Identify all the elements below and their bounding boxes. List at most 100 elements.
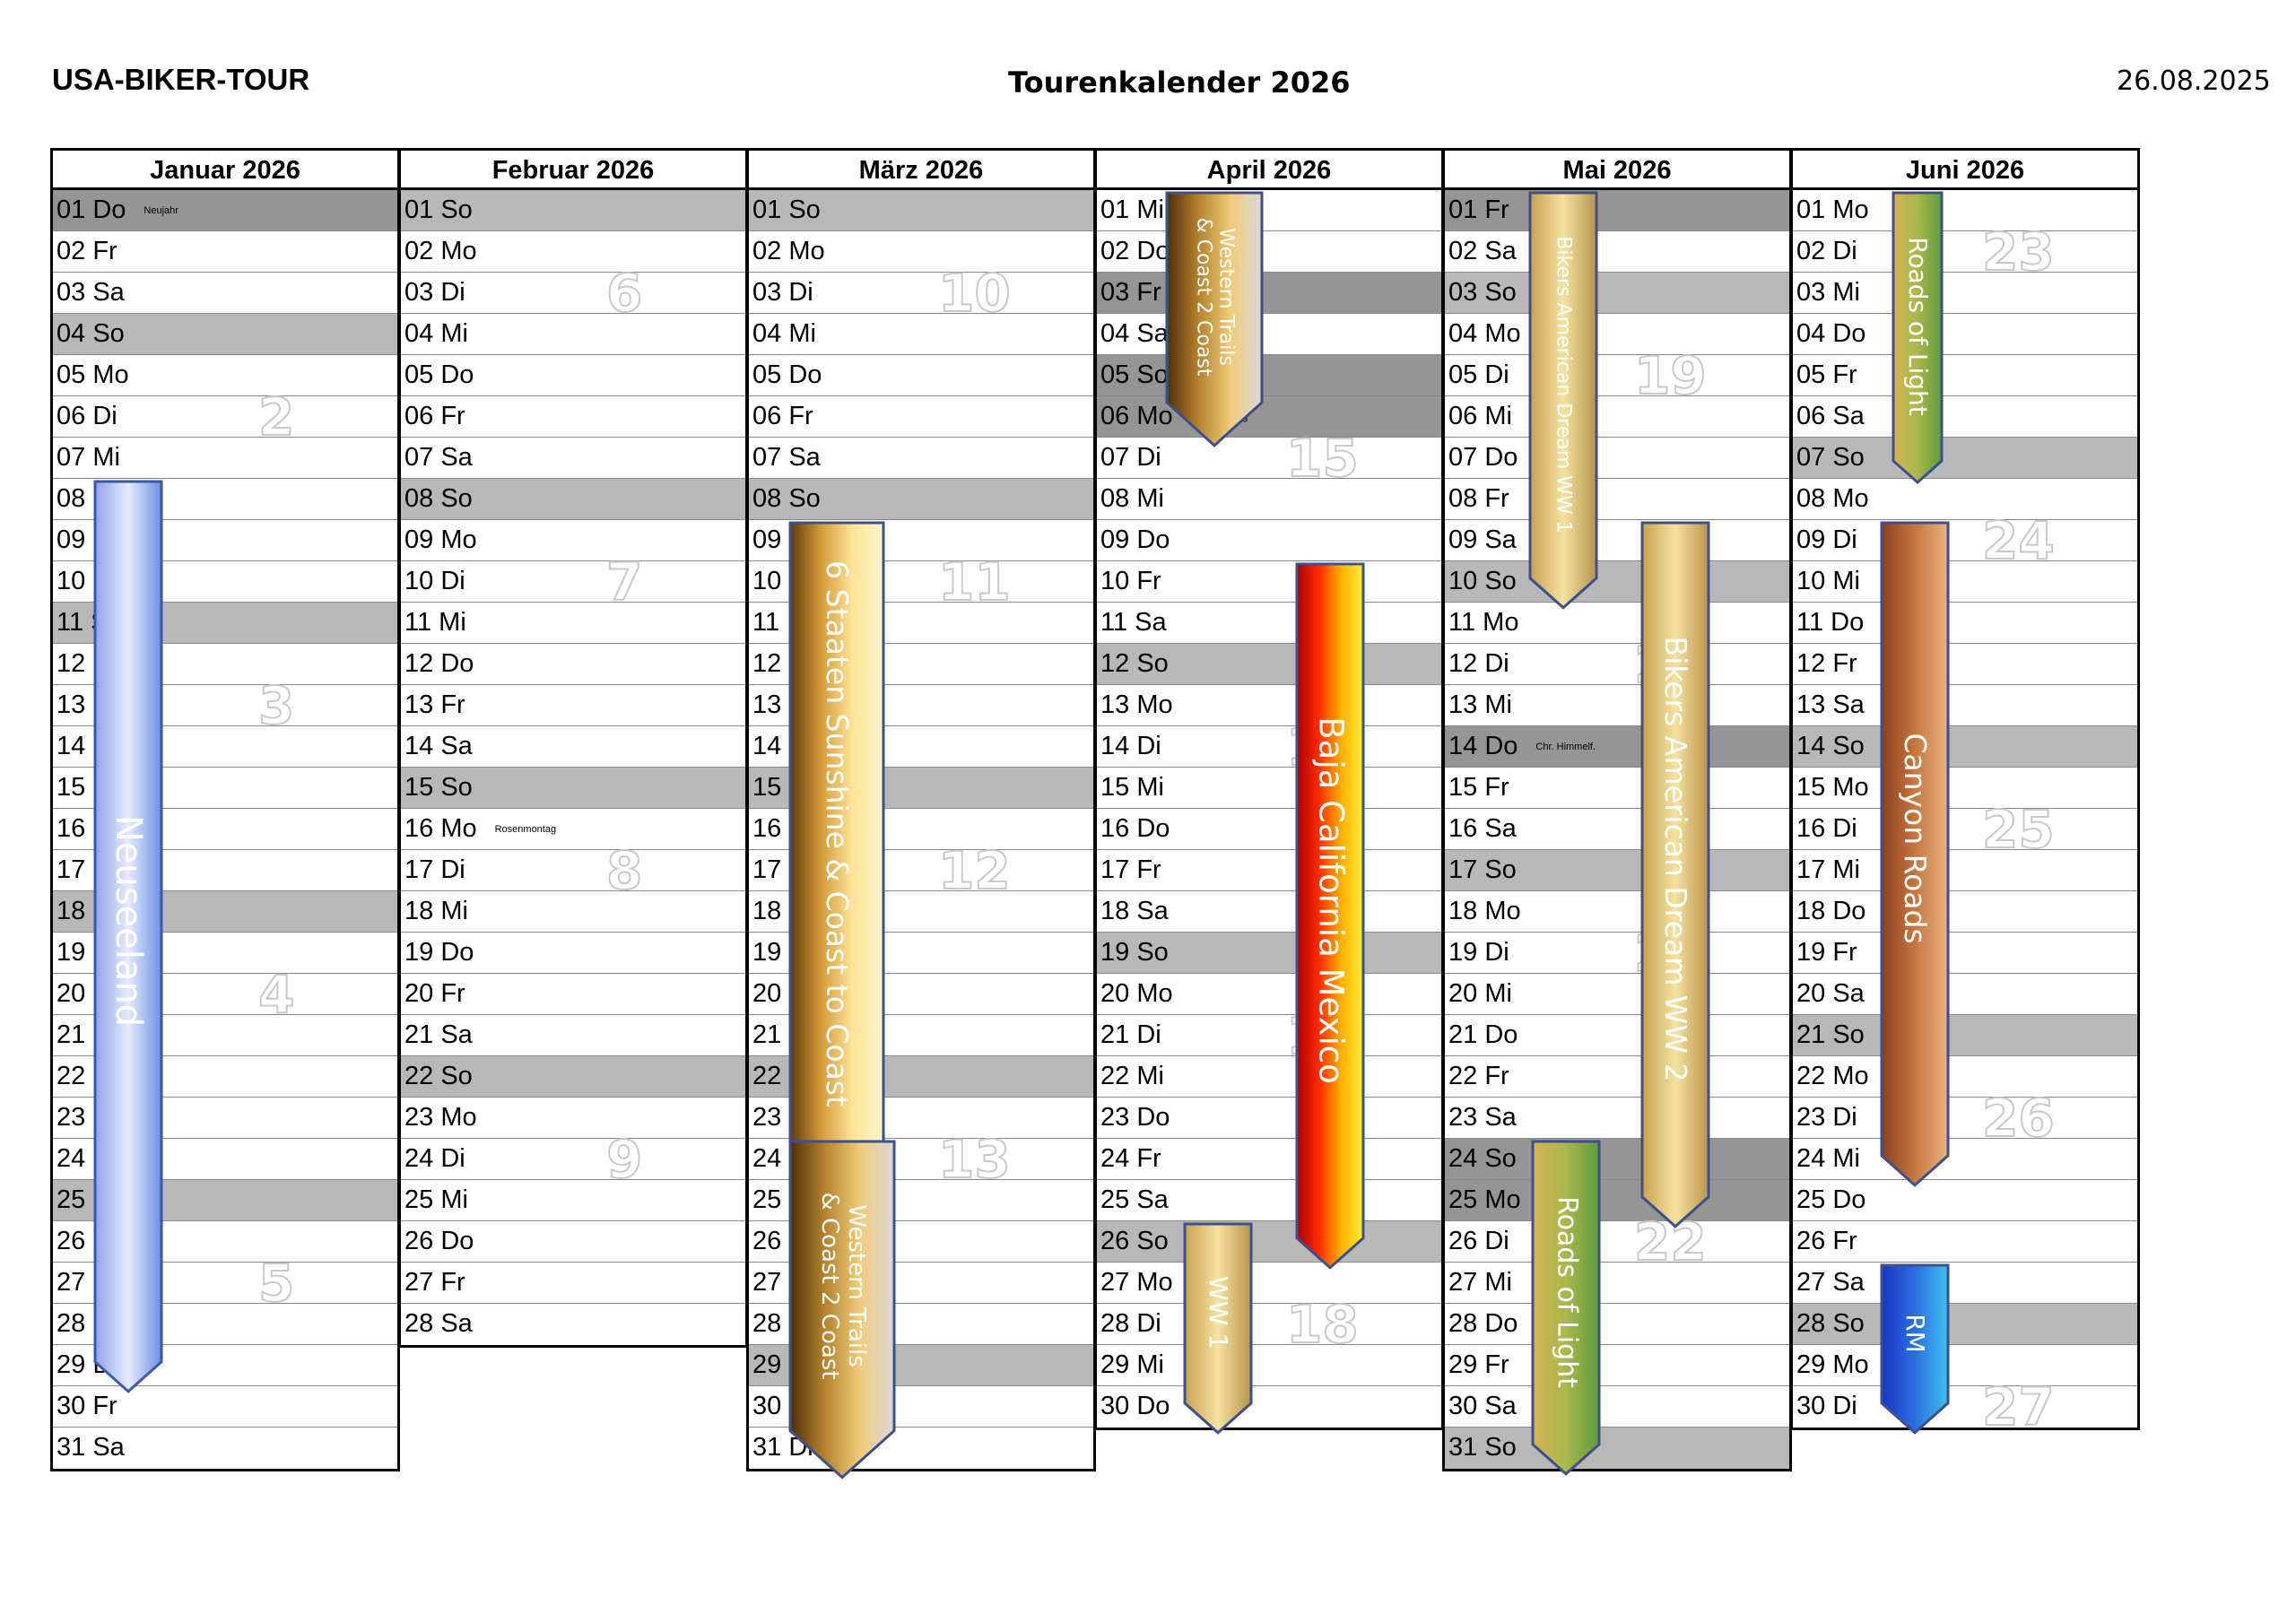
- tour-arrow[interactable]: RM: [1880, 1263, 1950, 1435]
- day-label: 05 Do: [404, 360, 474, 389]
- day-label: 12 Do: [404, 649, 474, 678]
- tour-arrow-body: [1880, 521, 1950, 1187]
- tour-arrow[interactable]: 6 Staaten Sunshine & Coast to Coast: [788, 521, 885, 1190]
- tour-arrow-shape: [788, 1140, 896, 1480]
- day-row: 30 Sa: [1445, 1386, 1789, 1428]
- day-row: 15 Fr: [1445, 768, 1789, 809]
- day-row: 07 Di: [1097, 438, 1441, 479]
- day-label: 12 Fr: [1796, 649, 1857, 678]
- day-row: 09 Sa: [1445, 520, 1789, 561]
- day-row: 10 Mi: [1793, 561, 2137, 603]
- tour-arrow[interactable]: Bikers American Dream WW 1: [1528, 191, 1598, 610]
- day-label: 07 Di: [1100, 443, 1161, 472]
- day-row: 02 Mo: [401, 231, 745, 273]
- day-row: 24 Di: [401, 1139, 745, 1180]
- page-title: Tourenkalender 2026: [1008, 65, 1351, 100]
- day-row: 27 Sa: [1793, 1263, 2137, 1304]
- day-row: 31 Sa: [53, 1428, 397, 1469]
- day-row: 16 Di: [1793, 809, 2137, 850]
- company-name: USA-BIKER-TOUR: [52, 63, 310, 96]
- day-label: 12 So: [1100, 649, 1169, 678]
- day-label: 10 Mi: [1796, 567, 1860, 595]
- day-row: 19 Di: [1445, 933, 1789, 974]
- day-label: 17 So: [1448, 855, 1517, 884]
- day-label: 30 Do: [1100, 1392, 1170, 1420]
- week-number: 6: [605, 263, 643, 324]
- day-row: 03 Mi: [1793, 273, 2137, 314]
- tour-arrow[interactable]: Western Trails & Coast 2 Coast: [1165, 191, 1264, 447]
- day-row: 25 Mi: [401, 1180, 745, 1221]
- tour-arrow[interactable]: Bikers American Dream WW 2: [1640, 521, 1710, 1228]
- day-label: 11 Mi: [404, 608, 466, 637]
- tour-arrow[interactable]: Canyon Roads: [1880, 521, 1950, 1187]
- tour-label: RM: [1900, 1314, 1931, 1354]
- day-row: 26 So: [1097, 1221, 1441, 1263]
- day-label: 16 Sa: [1448, 814, 1517, 843]
- day-row: 30 Di: [1793, 1386, 2137, 1428]
- day-row: 12 Di: [1445, 644, 1789, 685]
- week-number: 5: [257, 1253, 295, 1314]
- day-row: 29 Fr: [1445, 1345, 1789, 1386]
- day-row: 24 Mi: [1793, 1139, 2137, 1180]
- day-row: 13 Mi: [1445, 685, 1789, 726]
- tour-arrow[interactable]: Baja California Mexico: [1295, 562, 1365, 1270]
- day-row: 04 So: [53, 314, 397, 355]
- month-header: März 2026: [749, 151, 1093, 190]
- day-label: 24 Di: [404, 1144, 465, 1173]
- tour-arrow[interactable]: Western Trails & Coast 2 Coast: [788, 1140, 896, 1480]
- week-number: 15: [1285, 428, 1360, 489]
- day-row: 31 So: [1445, 1428, 1789, 1469]
- day-row: 07 So: [1793, 438, 2137, 479]
- day-label: 08 Fr: [1448, 484, 1509, 513]
- tour-arrow[interactable]: Roads of Light: [1892, 191, 1944, 485]
- day-label: 25 Mi: [404, 1185, 468, 1214]
- day-row: 09 Do: [1097, 520, 1441, 561]
- tour-arrow-shape: [1531, 1140, 1601, 1476]
- day-row: 07 Mi: [53, 438, 397, 479]
- day-label: 03 So: [1448, 278, 1517, 307]
- day-label: 29 Mi: [1100, 1350, 1164, 1379]
- day-label: 15 So: [404, 773, 473, 802]
- day-row: 11 Do: [1793, 603, 2137, 644]
- day-row: 05 So: [1097, 355, 1441, 396]
- day-label: 12 Di: [1448, 649, 1509, 678]
- day-label: 19 Do: [404, 938, 474, 967]
- day-row: 07 Sa: [401, 438, 745, 479]
- week-number: 3: [257, 675, 295, 736]
- day-label: 02 Mo: [752, 237, 825, 265]
- day-label: 10 Di: [404, 567, 465, 595]
- tour-label: Baja California Mexico: [1311, 716, 1351, 1085]
- day-row: 01 So: [749, 190, 1093, 231]
- week-number: 12: [937, 840, 1012, 901]
- day-label: 04 Sa: [1100, 319, 1169, 348]
- day-label: 27 Mo: [1100, 1268, 1173, 1297]
- week-number: 26: [1981, 1088, 2056, 1149]
- day-row: 03 Di: [749, 273, 1093, 314]
- day-row: 11 Sa: [1097, 603, 1441, 644]
- holiday-note: Neujahr: [144, 204, 178, 216]
- day-row: 15 So: [401, 768, 745, 809]
- day-row: 30 Fr: [53, 1386, 397, 1428]
- day-label: 21 Sa: [404, 1020, 473, 1049]
- day-row: 02 Do: [1097, 231, 1441, 273]
- tour-arrow[interactable]: Roads of Light: [1531, 1140, 1601, 1476]
- day-row: 19 Do: [401, 933, 745, 974]
- day-row: 15 Mi: [1097, 768, 1441, 809]
- tour-arrow[interactable]: Neuseeland: [93, 480, 163, 1393]
- day-row: 04 Mi: [749, 314, 1093, 355]
- tour-arrow[interactable]: WW 1: [1183, 1222, 1253, 1435]
- day-row: 18 Mo: [1445, 891, 1789, 933]
- day-label: 16 Mo: [404, 814, 477, 843]
- day-row: 10 SoMuttertag: [1445, 561, 1789, 603]
- day-row: 17 Mi: [1793, 850, 2137, 891]
- day-row: 01 Do Neujahr: [53, 190, 397, 231]
- day-row: 12 Do: [401, 644, 745, 685]
- tour-label-line: Western Trails: [1214, 228, 1238, 367]
- day-label: 20 Mo: [1100, 979, 1173, 1008]
- day-label: 30 Di: [1796, 1392, 1857, 1420]
- day-label: 18 Mi: [404, 897, 468, 925]
- tour-arrow-body: [1165, 191, 1264, 447]
- day-label: 09 Mo: [404, 525, 477, 554]
- day-row: 13 Mo: [1097, 685, 1441, 726]
- day-label: 02 Sa: [1448, 237, 1517, 265]
